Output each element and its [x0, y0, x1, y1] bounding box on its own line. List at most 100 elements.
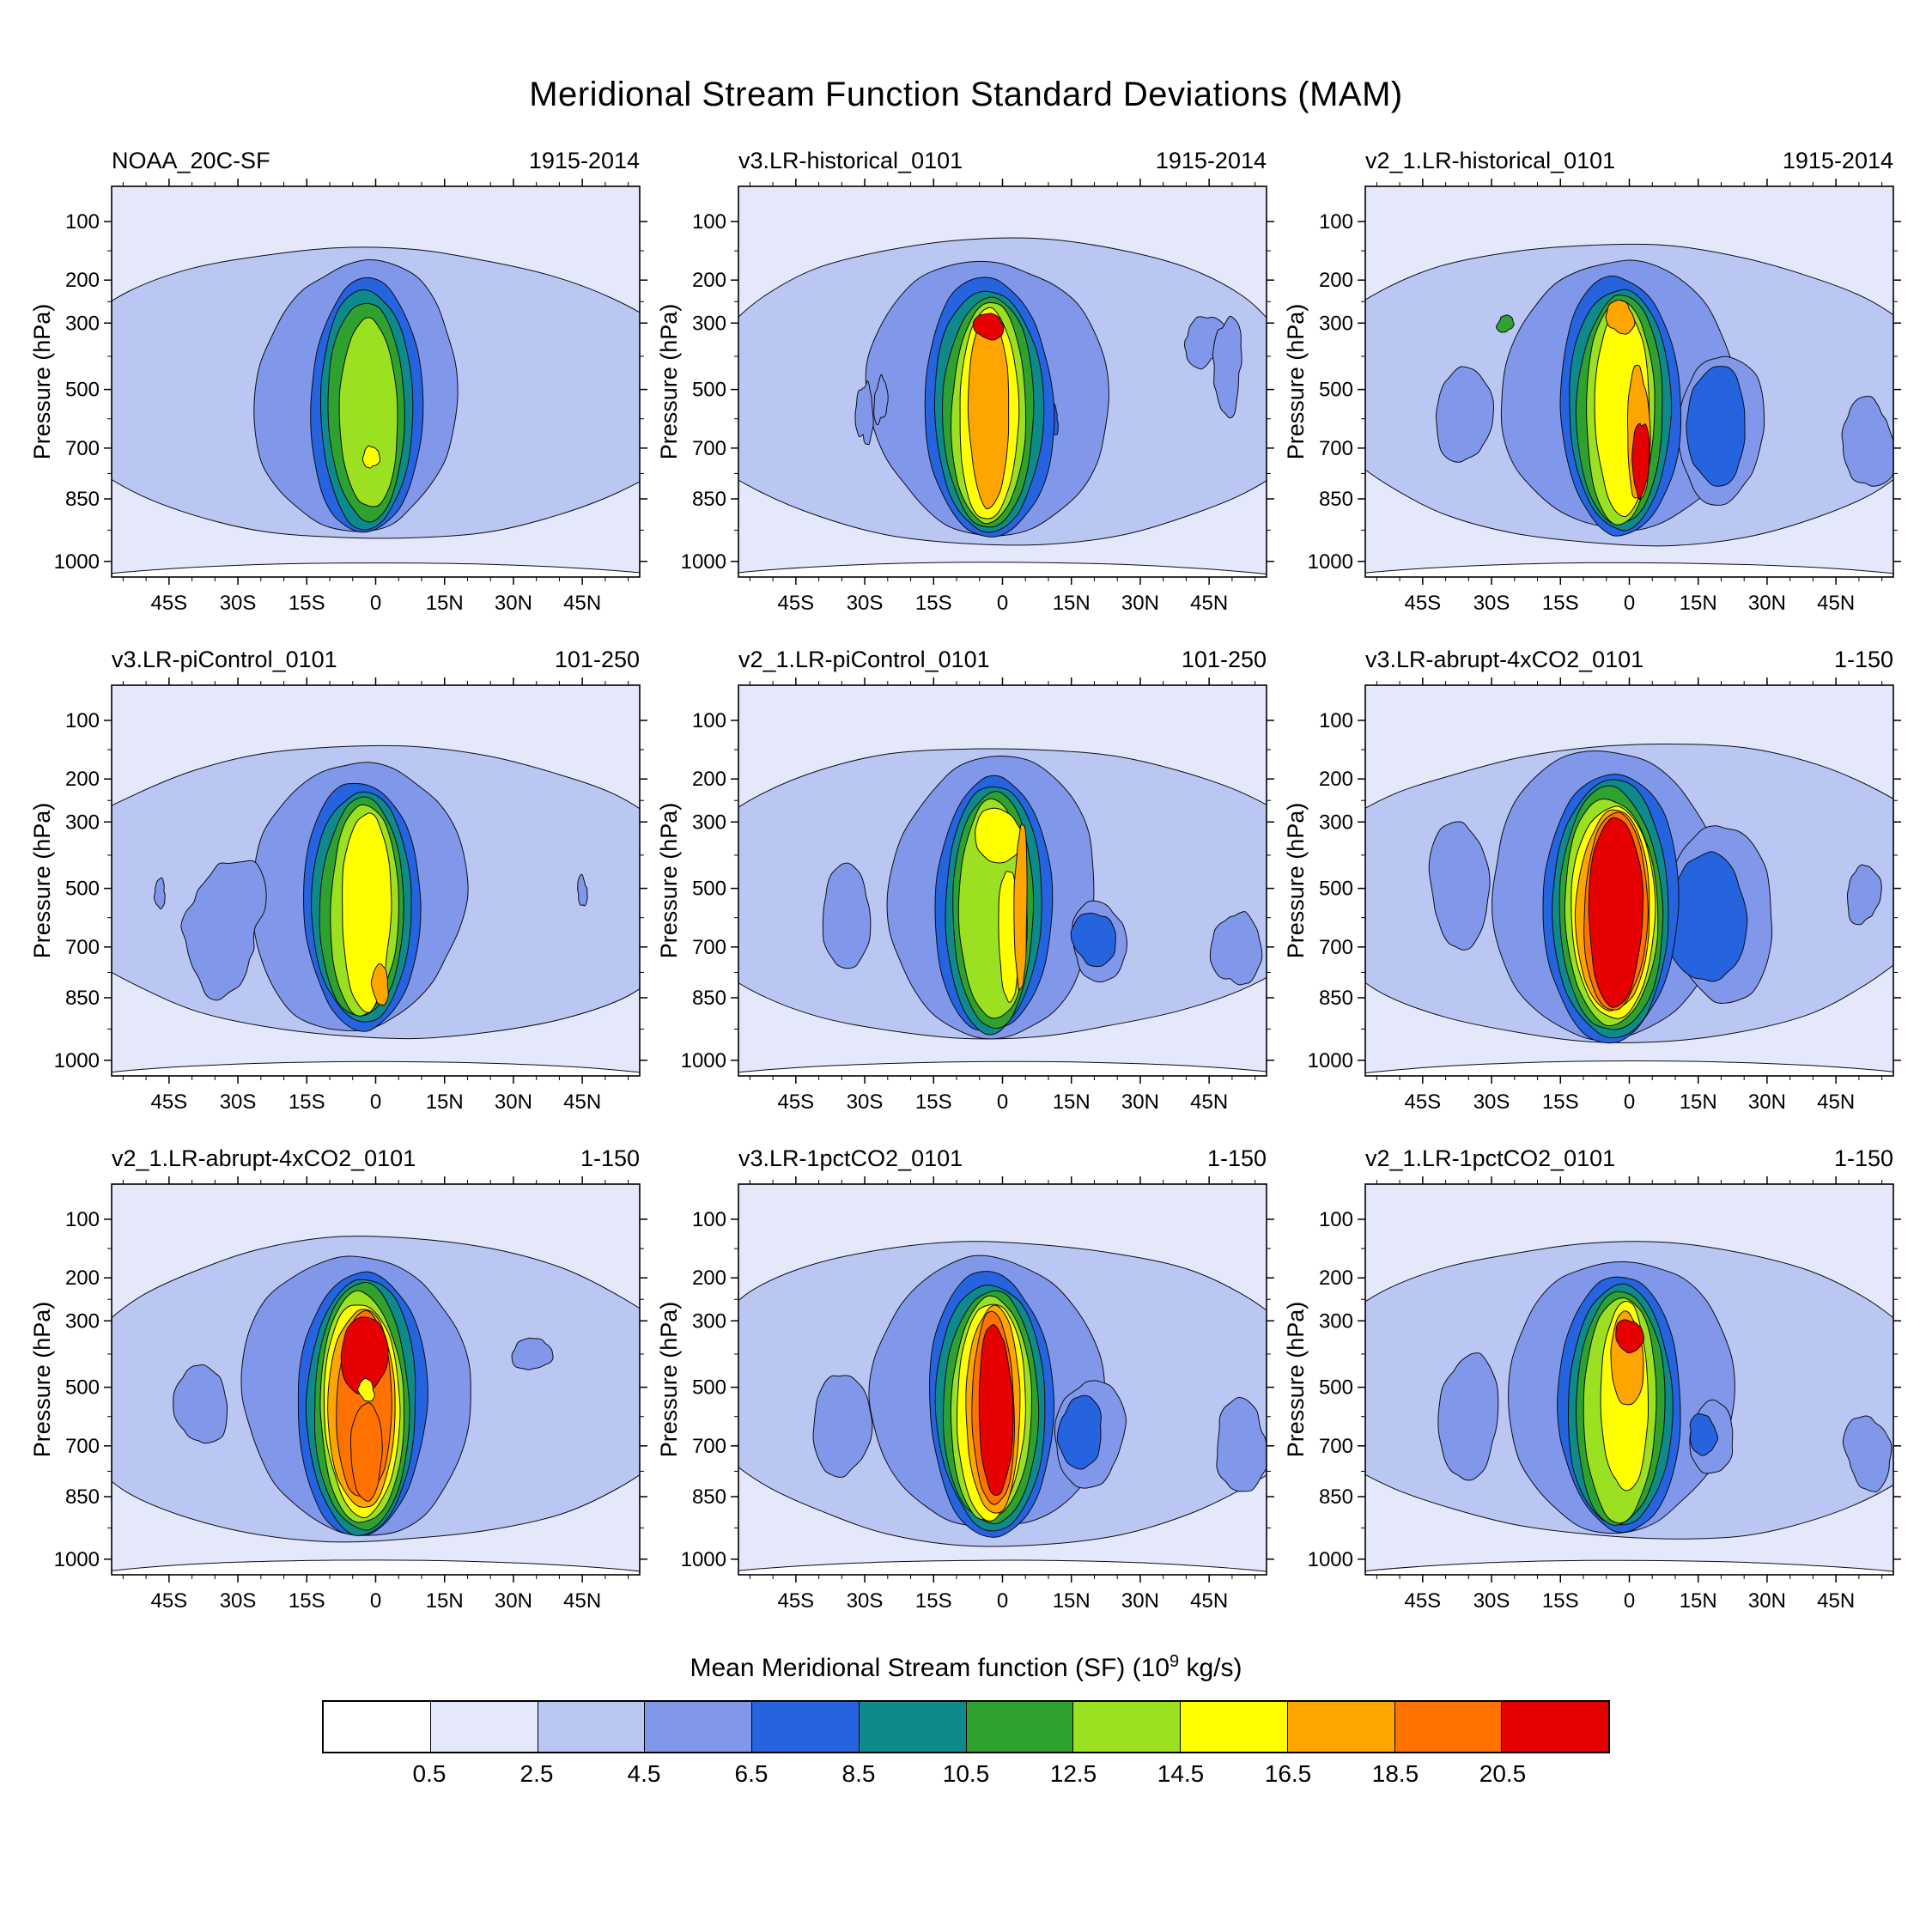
colorbar-segment [429, 1702, 538, 1752]
pressure-axis-label: Pressure (hPa) [1283, 803, 1309, 959]
y-tick-label: 500 [65, 379, 100, 402]
y-tick-label: 1000 [681, 1049, 726, 1072]
y-tick-label: 500 [692, 379, 726, 402]
y-tick-label: 200 [65, 269, 100, 292]
x-tick-label: 45N [1190, 1589, 1228, 1613]
panel-v2-1-lr-historical: v2_1.LR-historical_0101 1915-2014 100 200… [1279, 143, 1906, 620]
pressure-axis-label: Pressure (hPa) [29, 304, 55, 460]
y-tick-label: 700 [65, 437, 100, 460]
contours [112, 744, 640, 1076]
y-tick-label: 300 [692, 312, 726, 335]
x-tick-label: 45S [150, 1589, 187, 1613]
y-tick-label: 700 [692, 437, 726, 460]
contours [1365, 1241, 1893, 1575]
y-tick-label: 700 [1319, 1435, 1353, 1458]
x-tick-label: 30N [1748, 1589, 1786, 1613]
x-tick-label: 45S [1404, 592, 1441, 615]
panel-period: 1915-2014 [1155, 148, 1267, 173]
pressure-axis-label: Pressure (hPa) [656, 304, 682, 460]
x-tick-label: 0 [1624, 1589, 1635, 1613]
ticks [731, 1176, 1274, 1583]
x-tick-label: 15S [1542, 592, 1579, 615]
ticks [1358, 1176, 1901, 1583]
x-tick-label: 15S [915, 1589, 952, 1613]
x-tick-label: 30N [1121, 1091, 1159, 1114]
x-tick-label: 45S [777, 592, 814, 615]
panel-period: 1-150 [1833, 647, 1893, 672]
x-tick-label: 15S [915, 592, 952, 615]
x-tick-label: 0 [370, 592, 381, 615]
x-tick-label: 45N [1817, 592, 1855, 615]
colorbar-label: 20.5 [1479, 1760, 1527, 1787]
colorbar-segment [1286, 1702, 1394, 1752]
contour-plot: 100 200 300 500 700 850 1000 45S 30S 15S 0 15N 30N 45… [29, 179, 647, 615]
contours [112, 246, 640, 577]
y-tick-label: 100 [1319, 709, 1353, 732]
colorbar-label: 4.5 [627, 1760, 661, 1787]
ticks [104, 677, 647, 1084]
y-tick-label: 850 [1319, 1485, 1353, 1509]
x-tick-label: 30N [1121, 1589, 1159, 1613]
x-tick-label: 30S [1473, 1589, 1510, 1613]
colorbar-segment [1180, 1702, 1287, 1752]
x-tick-label: 30N [495, 1589, 532, 1613]
contour-plot: 100 200 300 500 700 850 1000 45S 30S 15S 0 15N 30N 45… [29, 677, 647, 1114]
x-tick-label: 30S [220, 592, 257, 615]
y-tick-label: 850 [65, 488, 100, 511]
x-tick-label: 30N [1121, 592, 1159, 615]
colorbar-label: 8.5 [841, 1760, 876, 1787]
ticks [104, 179, 647, 585]
y-tick-label: 100 [692, 210, 726, 234]
x-tick-label: 45S [1404, 1589, 1441, 1613]
x-tick-label: 30S [220, 1589, 257, 1613]
pressure-axis-label: Pressure (hPa) [29, 1302, 55, 1458]
x-tick-label: 15N [1680, 1091, 1717, 1114]
y-tick-label: 200 [65, 768, 100, 791]
y-tick-label: 700 [692, 936, 726, 959]
panel-title: v2_1.LR-piControl_0101 [738, 647, 990, 672]
y-tick-label: 500 [1319, 1376, 1353, 1400]
colorbar-segment [858, 1702, 966, 1752]
x-tick-label: 45S [777, 1091, 814, 1114]
x-tick-label: 45S [1404, 1091, 1441, 1114]
panel-v2-1-lr-abrupt-4xco2: v2_1.LR-abrupt-4xCO2_0101 1-150 100 200 30… [26, 1141, 653, 1618]
y-tick-label: 500 [1319, 878, 1353, 901]
panel-title: NOAA_20C-SF [112, 148, 270, 173]
y-tick-label: 100 [65, 210, 100, 234]
pressure-axis-label: Pressure (hPa) [656, 803, 682, 959]
colorbar-segment [644, 1702, 751, 1752]
panel-period: 1915-2014 [528, 148, 640, 173]
contour-plot: 100 200 300 500 700 850 1000 45S 30S 15S 0 15N 30N 45… [1283, 677, 1901, 1114]
y-tick-label: 1000 [54, 550, 100, 574]
panel-period: 1-150 [1206, 1145, 1267, 1171]
panel-noaa-20c-sf: NOAA_20C-SF 1915-2014 100 200 300 500 700 850… [26, 143, 653, 620]
y-tick-label: 850 [65, 987, 100, 1010]
y-tick-label: 300 [1319, 811, 1353, 834]
panel-period: 101-250 [554, 647, 640, 672]
colorbar-label: 2.5 [519, 1760, 554, 1787]
y-tick-label: 850 [692, 488, 726, 511]
y-tick-label: 1000 [681, 1548, 726, 1571]
panel-title: v2_1.LR-historical_0101 [1365, 148, 1616, 173]
x-tick-label: 30S [847, 1091, 884, 1114]
x-tick-label: 45N [563, 1091, 601, 1114]
y-tick-label: 500 [65, 1376, 100, 1400]
ticks [1358, 677, 1901, 1084]
y-tick-label: 850 [692, 1485, 726, 1509]
colorbar-segment [537, 1702, 645, 1752]
colorbar-label: 6.5 [734, 1760, 769, 1787]
ticks [731, 677, 1274, 1084]
x-tick-label: 45S [150, 1091, 187, 1114]
colorbar-labels: 0.5 2.5 4.5 6.5 8.5 10.5 12.5 14.5 16.5 18.5 20.5 [322, 1760, 1610, 1801]
y-tick-label: 300 [65, 811, 100, 834]
colorbar-segment [1501, 1702, 1608, 1752]
x-tick-label: 45N [1817, 1589, 1855, 1613]
x-tick-label: 30N [495, 1091, 532, 1114]
colorbar-segment [1394, 1702, 1502, 1752]
x-tick-label: 30S [847, 592, 884, 615]
y-tick-label: 700 [65, 1435, 100, 1458]
panel-period: 1915-2014 [1782, 148, 1893, 173]
y-tick-label: 500 [1319, 379, 1353, 402]
x-tick-label: 0 [370, 1091, 381, 1114]
